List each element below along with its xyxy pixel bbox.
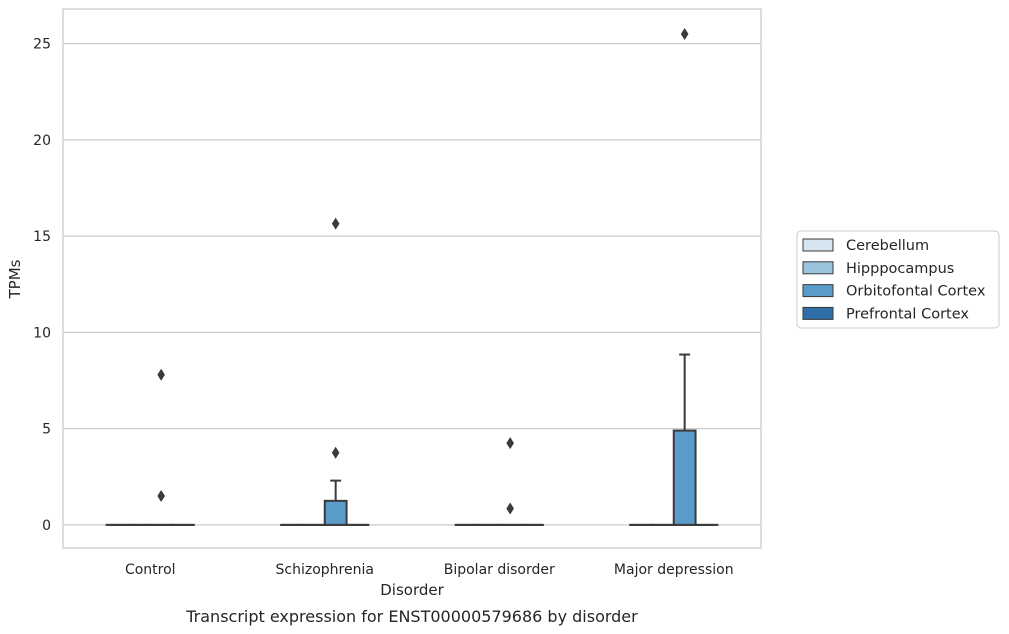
box-body (323, 499, 348, 526)
x-tick-label: Schizophrenia (276, 562, 374, 578)
legend-label: Hipppocampus (846, 261, 954, 277)
y-tick-label: 0 (42, 518, 51, 534)
grid-lines (63, 43, 761, 526)
outlier-point (157, 490, 165, 503)
outlier-point (331, 446, 340, 459)
y-tick-label: 15 (33, 229, 51, 245)
outlier-point (506, 437, 514, 450)
legend-swatch (802, 261, 834, 275)
y-tick-label: 5 (42, 422, 51, 438)
chart-caption: Transcript expression for ENST0000057968… (185, 607, 638, 626)
box-orbitofontal-cortex-2 (498, 437, 523, 526)
plot-frame (62, 8, 762, 549)
outlier-point (331, 217, 340, 230)
y-axis-title: TPMs (6, 259, 24, 299)
box-orbitofontal-cortex-0 (149, 368, 174, 526)
legend-swatch (802, 306, 834, 320)
legend: Cerebellum Hipppocampus Orbitofontal Corte… (796, 230, 1000, 329)
y-tick-label: 10 (33, 325, 51, 341)
y-tick-label: 20 (33, 133, 51, 149)
legend-label: Cerebellum (846, 238, 929, 254)
legend-frame (796, 230, 1000, 329)
box-orbitofontal-cortex-1 (323, 217, 348, 526)
legend-label: Prefrontal Cortex (846, 306, 969, 322)
x-tick-label: Bipolar disorder (444, 562, 555, 578)
legend-swatch (802, 238, 834, 252)
y-tick-labels: 0 5 10 15 20 25 (33, 37, 51, 534)
y-tick-label: 25 (33, 37, 51, 53)
outlier-point (157, 368, 165, 381)
x-tick-label: Control (125, 562, 176, 578)
x-axis-title: Disorder (380, 581, 444, 599)
box-orbitofontal-cortex-3 (672, 28, 697, 526)
legend-label: Orbitofontal Cortex (846, 284, 986, 300)
outlier-point (680, 28, 689, 41)
x-tick-label: Major depression (614, 562, 734, 578)
legend-swatch (802, 284, 834, 298)
x-tick-labels: Control Schizophrenia Bipolar disorder Majo… (125, 562, 734, 578)
box-layer (105, 28, 719, 526)
box-body (672, 429, 697, 526)
outlier-point (506, 502, 514, 515)
